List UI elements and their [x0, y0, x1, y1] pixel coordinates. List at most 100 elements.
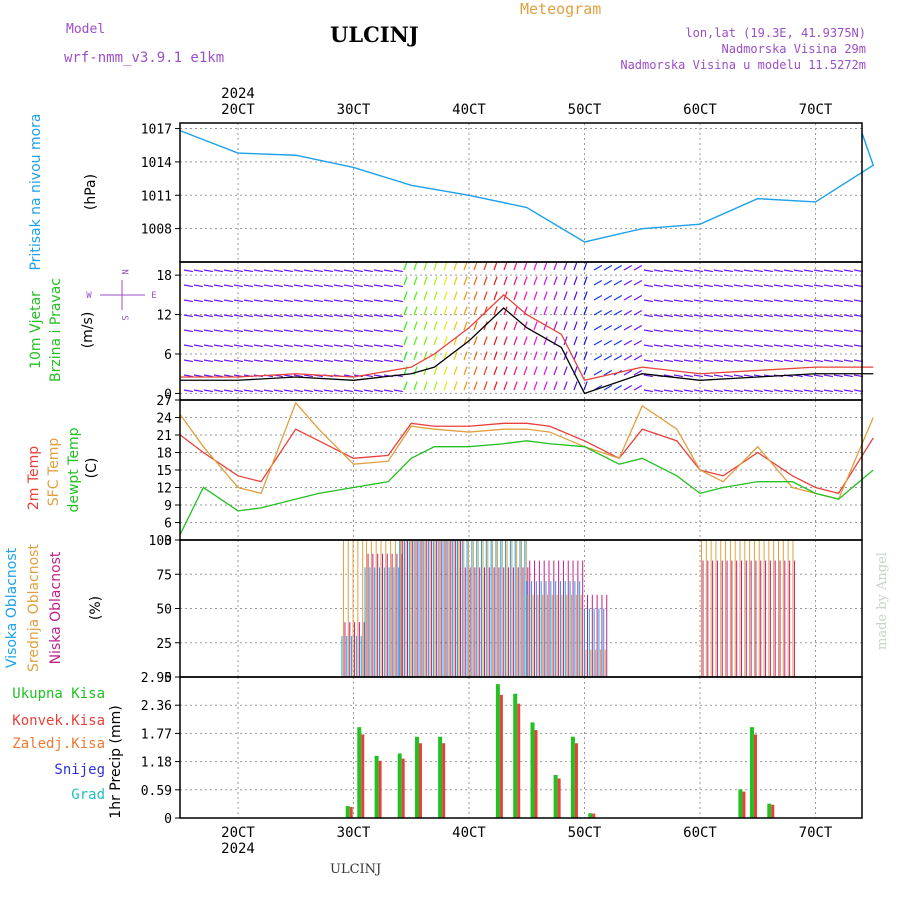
wind-arrow — [343, 284, 353, 288]
wind-arrow — [213, 359, 223, 363]
wind-arrow — [543, 336, 548, 346]
wind-arrow — [793, 359, 803, 363]
wind-arrow — [473, 351, 478, 361]
wind-arrow — [693, 359, 703, 363]
wind-arrow — [773, 299, 783, 303]
wind-arrow — [753, 344, 763, 348]
wind-arrow — [703, 299, 713, 303]
wind-arrow — [463, 306, 468, 316]
wind-arrow — [323, 329, 333, 333]
wind-arrow — [633, 309, 643, 316]
wind-arrow — [663, 359, 673, 363]
wind-arrow — [603, 384, 613, 391]
wind-arrow — [303, 344, 313, 348]
precip-label: 1hr Precip (mm) — [108, 705, 124, 818]
wind-arrow — [393, 344, 403, 348]
wind-arrow — [233, 284, 243, 288]
wind-arrow — [623, 384, 633, 391]
wind-arrow — [633, 294, 643, 301]
wind-arrow — [333, 314, 343, 318]
wind-arrow — [263, 344, 273, 348]
wind-arrow — [813, 344, 823, 348]
wind-arrow — [543, 351, 548, 361]
wind-arrow — [343, 329, 353, 333]
wind-arrow — [323, 359, 333, 363]
wind-arrow — [673, 299, 683, 303]
wind-arrow — [833, 374, 843, 378]
wind-arrow — [533, 366, 538, 376]
wind-arrow — [843, 389, 853, 393]
wind-arrow — [613, 339, 623, 346]
wind-arrow — [483, 261, 488, 271]
wind-arrow — [663, 284, 673, 288]
y-tick-label: 1.18 — [141, 756, 172, 771]
temp-sfc-label: SFC Temp — [46, 438, 62, 507]
wind-arrow — [443, 306, 448, 316]
wind-arrow — [713, 314, 723, 318]
wind-arrow — [213, 284, 223, 288]
wind-arrow — [753, 284, 763, 288]
wind-arrow — [723, 314, 733, 318]
wind-arrow — [243, 389, 253, 393]
wind-arrow — [453, 381, 458, 391]
wind-arrow — [383, 284, 393, 288]
wind-arrow — [733, 359, 743, 363]
wind-arrow — [553, 306, 558, 316]
wind-arrow — [603, 369, 613, 376]
wind-arrow — [473, 291, 478, 301]
wind-arrow — [783, 269, 793, 273]
wind-arrow — [293, 269, 303, 273]
wind-arrow — [193, 359, 203, 363]
wind-arrow — [263, 314, 273, 318]
wind-arrow — [663, 299, 673, 303]
wind-arrow — [683, 389, 693, 393]
wind-arrow — [363, 344, 373, 348]
wind-arrow — [723, 389, 733, 393]
wind-arrow — [513, 366, 518, 376]
wind-arrow — [503, 276, 508, 286]
wind-arrow — [653, 299, 663, 303]
wind-arrow — [663, 269, 673, 273]
wind-arrow — [633, 354, 643, 361]
wind-arrow — [233, 299, 243, 303]
wind-arrow — [813, 269, 823, 273]
wind-arrow — [753, 314, 763, 318]
wind-arrow — [353, 329, 363, 333]
precip-total-bar — [357, 727, 362, 818]
wind-arrow — [513, 321, 518, 331]
wind-arrow — [323, 269, 333, 273]
wind-arrow — [623, 309, 633, 316]
wind-arrow — [363, 284, 373, 288]
wind-arrow — [573, 321, 578, 331]
wind-arrow — [823, 374, 833, 378]
wind-arrow — [443, 336, 448, 346]
wind-arrow — [793, 344, 803, 348]
wind-arrow — [353, 299, 363, 303]
wind-arrow — [773, 359, 783, 363]
wind-arrow — [553, 351, 558, 361]
wind-arrow — [333, 344, 343, 348]
wind-arrow — [363, 299, 373, 303]
legend-snow: Snijeg — [54, 762, 105, 778]
wind-arrow — [743, 389, 753, 393]
legend-total-rain: Ukupna Kisa — [12, 686, 105, 702]
precip-convective-bar — [419, 743, 423, 818]
wind-arrow — [383, 269, 393, 273]
wind-arrow — [193, 314, 203, 318]
wind-arrow — [343, 389, 353, 393]
precip-total-bar — [570, 736, 575, 818]
wind-arrow — [553, 381, 558, 391]
wind-arrow — [503, 381, 508, 391]
x-tick-bottom: 70CT — [799, 825, 833, 841]
wind-arrow — [653, 269, 663, 273]
x-tick-top: 70CT — [799, 102, 833, 118]
wind-arrow — [323, 284, 333, 288]
precip-convective-bar — [499, 694, 503, 818]
wind-arrow — [493, 276, 498, 286]
wind-arrow — [593, 369, 603, 376]
wind-arrow — [333, 359, 343, 363]
credit-watermark: made by Angel — [875, 552, 890, 650]
wind-arrow — [283, 329, 293, 333]
y-tick-label: 6 — [164, 517, 172, 532]
wind-arrow — [843, 314, 853, 318]
